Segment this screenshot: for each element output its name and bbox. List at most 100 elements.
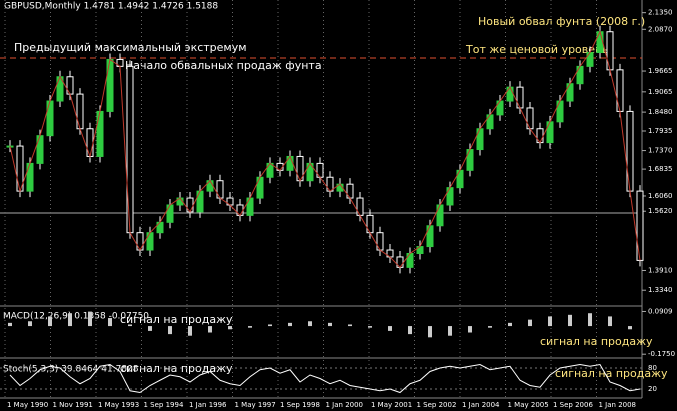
candle (576, 65, 584, 85)
macd-bar (608, 316, 612, 327)
x-tick-label: 1 May 1990 (7, 401, 48, 409)
candle (96, 110, 104, 157)
y-tick-label: 1.3910 (648, 266, 673, 274)
macd-bar (588, 313, 592, 327)
macd-bar (428, 326, 432, 338)
signal-text: сигнал на продажу (555, 367, 668, 380)
x-tick-label: 1 Jan 1996 (189, 401, 227, 409)
y-tick-label: 80 (648, 364, 657, 372)
macd-bar (388, 326, 392, 331)
annotation: Новый обвал фунта (2008 г.) (478, 15, 645, 28)
candle (106, 58, 114, 112)
candle (146, 232, 154, 251)
candle (46, 100, 54, 137)
candle (476, 128, 484, 151)
x-tick-label: 1 Sep 1998 (280, 401, 320, 409)
macd-bar (208, 326, 212, 333)
x-tick-label: 1 Sep 2006 (553, 401, 593, 409)
y-tick-label: 1.6835 (648, 165, 673, 173)
x-tick-label: 1 Jan 2004 (462, 401, 500, 409)
candle (356, 197, 364, 216)
candle (366, 214, 374, 234)
macd-bar (128, 324, 132, 327)
candle (76, 93, 84, 130)
candle (126, 65, 134, 234)
candle (86, 128, 94, 157)
macd-bar (148, 326, 152, 331)
candle (596, 31, 604, 54)
macd-bar (408, 326, 412, 335)
candle (426, 225, 434, 248)
candle (26, 162, 34, 192)
macd-bar (348, 324, 352, 327)
x-tick-label: 1 May 2001 (371, 401, 412, 409)
stoch-line (9, 363, 641, 394)
macd-bar (188, 326, 192, 336)
candle (456, 169, 464, 189)
candle (606, 31, 614, 71)
x-tick-label: 1 Jan 2000 (326, 401, 364, 409)
y-tick-label: 0.0909 (648, 307, 673, 315)
x-tick-label: 1 May 1993 (98, 401, 139, 409)
macd-bar (228, 326, 232, 330)
y-tick-label: 1.9665 (648, 67, 673, 75)
macd-bar (308, 321, 312, 327)
candle (66, 76, 74, 95)
stoch-label: Stoch(5,3,3) 39.8464 41.7808 (3, 365, 139, 375)
candle (166, 204, 174, 223)
macd-bar (528, 319, 532, 327)
candle (136, 232, 144, 251)
annotation: Начало обвальных продаж фунта (125, 59, 322, 72)
x-tick-label: 1 May 2005 (508, 401, 549, 409)
header: GBPUSD,Monthly 1.4781 1.4942 1.4726 1.51… (4, 2, 218, 12)
y-tick-label: 1.6060 (648, 192, 673, 200)
annotation: Тот же ценовой уровень (465, 43, 609, 56)
y-tick-label: 1.9065 (648, 88, 673, 96)
macd-bar (488, 326, 492, 328)
macd-bar (368, 326, 372, 328)
y-tick-label: 1.3340 (648, 286, 673, 294)
annotation: Предыдущий максимальный экстремум (14, 41, 247, 54)
y-tick-label: -0.1750 (648, 350, 675, 358)
candle (36, 135, 44, 164)
macd-label: MACD(12,26,9) 0.1358 -0.07750 (3, 312, 149, 322)
y-tick-label: 2.1350 (648, 9, 673, 17)
candle (446, 187, 454, 206)
candle (626, 110, 634, 192)
macd-bar (328, 322, 332, 327)
macd-bar (8, 322, 12, 327)
macd-bar (68, 313, 72, 327)
y-tick-label: 2.0870 (648, 25, 673, 33)
macd-bar (468, 326, 472, 333)
candle (216, 180, 224, 199)
x-tick-label: 1 May 1997 (235, 401, 276, 409)
y-tick-label: 1.5620 (648, 207, 673, 215)
y-tick-label: 1.7370 (648, 147, 673, 155)
candle (636, 190, 644, 261)
candle (256, 176, 264, 199)
macd-bar (248, 326, 252, 328)
macd-bar (288, 322, 292, 327)
candle (566, 83, 574, 102)
y-tick-label: 20 (648, 385, 657, 393)
candle (466, 149, 474, 171)
candle (436, 204, 444, 227)
x-tick-label: 1 Jan 2008 (599, 401, 637, 409)
x-tick-label: 1 Sep 1994 (144, 401, 184, 409)
macd-bar (568, 314, 572, 327)
macd-bar (168, 326, 172, 335)
candle (196, 190, 204, 213)
trend-line (9, 30, 641, 269)
candle (246, 197, 254, 216)
macd-bar (508, 322, 512, 327)
candle (376, 232, 384, 251)
macd-bar (48, 316, 52, 327)
candle (516, 86, 524, 109)
x-tick-label: 1 Sep 2002 (417, 401, 457, 409)
x-tick-label: 1 Nov 1991 (53, 401, 93, 409)
macd-bar (448, 326, 452, 336)
y-tick-label: 1.8480 (648, 108, 673, 116)
macd-bar (628, 326, 632, 330)
